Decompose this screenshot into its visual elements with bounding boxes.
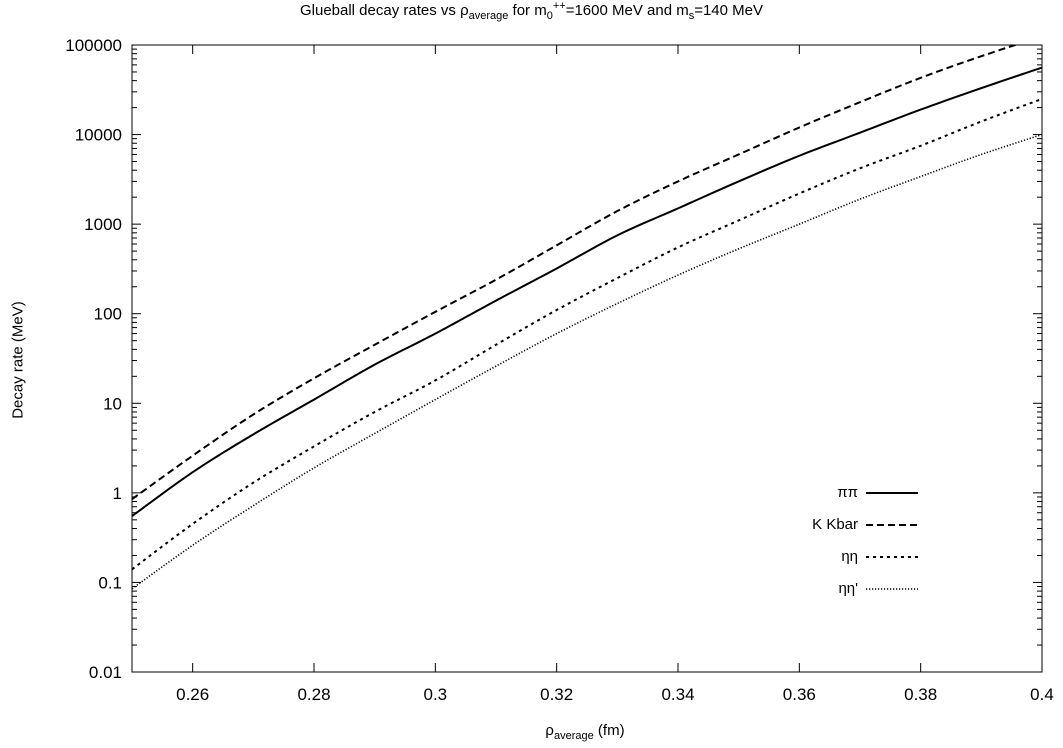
y-tick-label: 1000: [84, 215, 122, 234]
x-tick-label: 0.3: [424, 685, 448, 704]
legend-lines: [866, 492, 918, 590]
legend-label-kkbar: K Kbar: [812, 516, 858, 533]
series-line-kkbar: [132, 45, 1019, 500]
x-tick-label: 0.38: [904, 685, 937, 704]
chart-title: Glueball decay rates vs ρaverage for m0+…: [299, 0, 763, 22]
x-tick-label: 0.36: [783, 685, 816, 704]
series-line-pipi: [132, 66, 1042, 517]
y-tick-label: 10000: [75, 126, 122, 145]
y-axis-label: Decay rate (MeV): [9, 301, 27, 419]
series-line-etaetaprime: [132, 133, 1042, 590]
y-tick-label: 100000: [65, 36, 122, 55]
y-tick-label: 10: [103, 394, 122, 413]
x-tick-label: 0.28: [297, 685, 330, 704]
legend-label-etaeta: ηη: [841, 548, 858, 565]
x-tick-label: 0.4: [1030, 685, 1054, 704]
plot-frame: [131, 44, 1043, 673]
series-line-etaeta: [132, 97, 1042, 571]
y-tick-label: 100: [94, 305, 122, 324]
legend-label-etaetaprime: ηη': [838, 580, 858, 597]
legend-label-pipi: ππ: [837, 484, 858, 501]
x-tick-label: 0.34: [661, 685, 694, 704]
series-curves: [132, 45, 1042, 590]
y-tick-label: 0.01: [89, 663, 122, 682]
x-axis-label: ρaverage (fm): [545, 722, 625, 742]
x-tick-label: 0.32: [540, 685, 573, 704]
y-tick-label: 0.1: [98, 573, 122, 592]
y-tick-label: 1: [113, 484, 122, 503]
axis-ticks: 0.01 0.1 1 10 100 1000 10000 100000 0.26 0.28 0.3 0…: [65, 36, 1054, 704]
x-tick-label: 0.26: [176, 685, 209, 704]
